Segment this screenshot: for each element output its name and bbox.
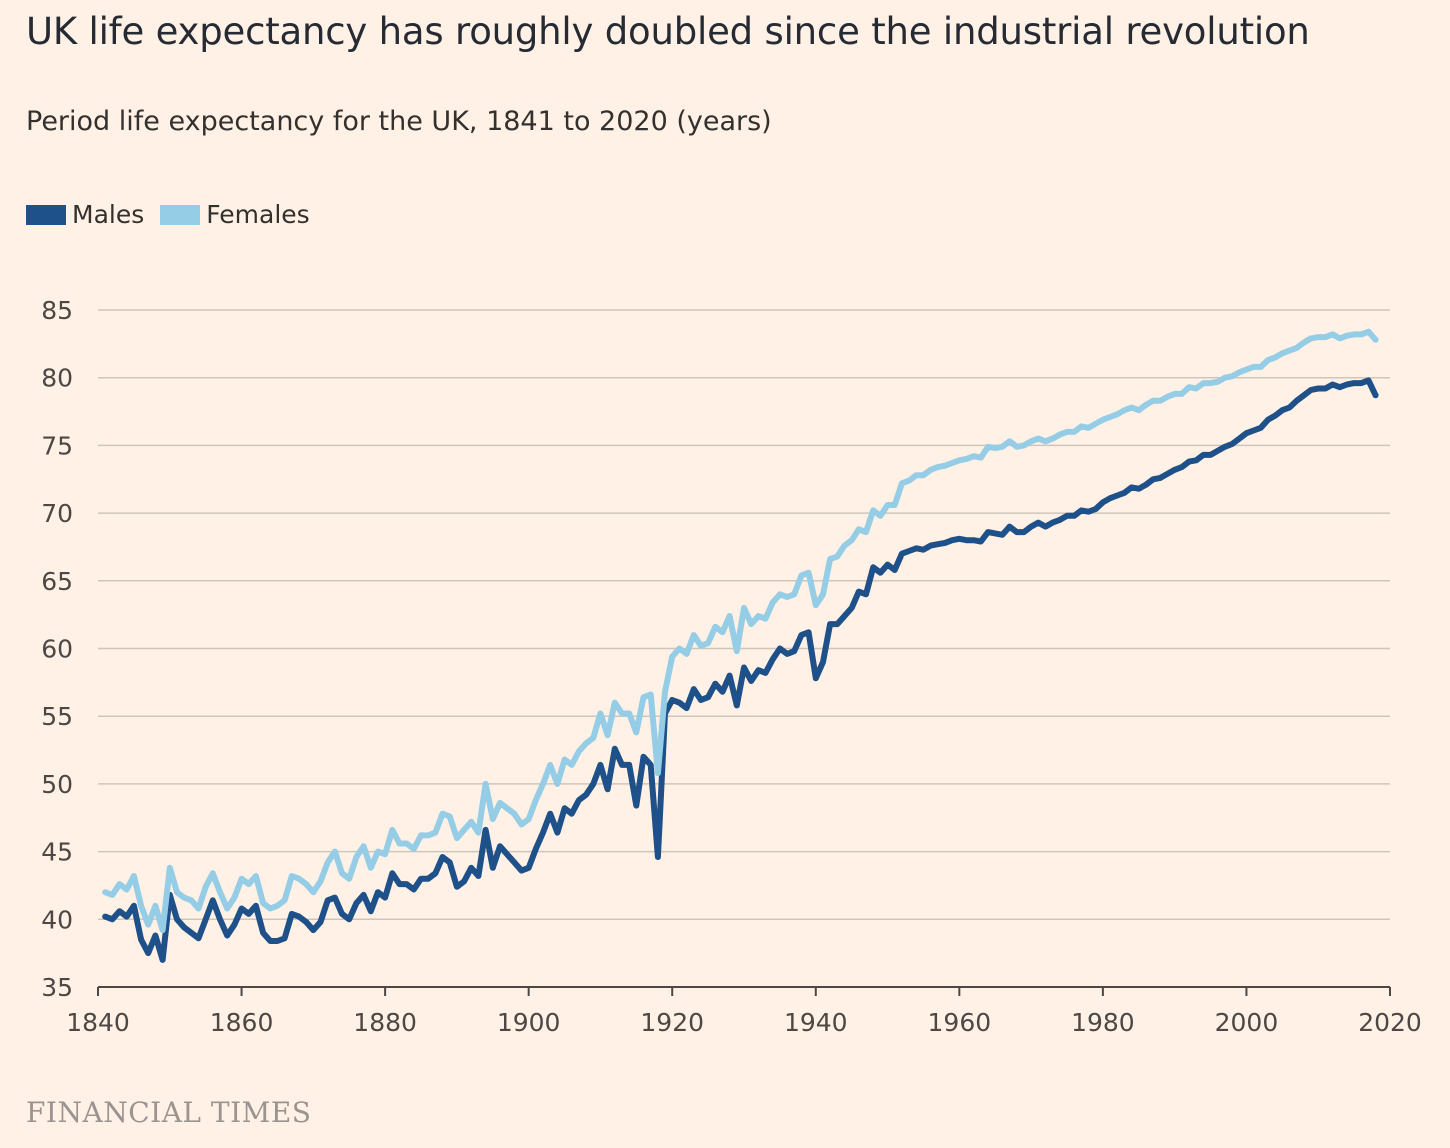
y-tick-label: 85 (41, 296, 73, 325)
y-tick-label: 65 (41, 567, 73, 596)
x-tick-label: 1960 (928, 1008, 992, 1037)
y-tick-label: 70 (41, 499, 73, 528)
chart-title: UK life expectancy has roughly doubled s… (26, 10, 1310, 53)
legend-item-males: Males (26, 200, 144, 229)
series-lines (102, 328, 1379, 963)
y-tick-label: 35 (41, 973, 73, 1002)
chart-subtitle: Period life expectancy for the UK, 1841 … (26, 106, 772, 137)
series-line-females (102, 328, 1379, 934)
legend-label-males: Males (72, 200, 145, 229)
y-axis-ticks: 35 40 45 50 55 60 65 70 75 80 85 (41, 296, 73, 1002)
gridlines (98, 309, 1390, 921)
legend: Males Females (26, 200, 326, 229)
y-tick-label: 60 (41, 635, 73, 664)
legend-swatch-males (26, 204, 66, 225)
x-tick-label: 1900 (497, 1008, 561, 1037)
y-tick-label: 80 (41, 364, 73, 393)
x-tick-label: 1840 (66, 1008, 130, 1037)
x-axis: 1840 1860 1880 1900 1920 1940 1960 1980 2000 2020 (66, 986, 1422, 1037)
y-tick-label: 50 (41, 770, 73, 799)
legend-label-females: Females (206, 200, 310, 229)
x-tick-label: 1920 (640, 1008, 704, 1037)
ft-logo: FINANCIAL TIMES (26, 1096, 312, 1129)
y-tick-label: 45 (41, 838, 73, 867)
x-tick-label: 1860 (210, 1008, 274, 1037)
x-tick-label: 1940 (784, 1008, 848, 1037)
x-tick-label: 2000 (1215, 1008, 1279, 1037)
y-tick-label: 75 (41, 431, 73, 460)
legend-swatch-females (160, 204, 201, 225)
series-line-males (102, 377, 1379, 963)
x-tick-label: 1980 (1071, 1008, 1135, 1037)
y-tick-label: 40 (41, 905, 73, 934)
x-tick-label: 2020 (1358, 1008, 1422, 1037)
x-tick-label: 1880 (353, 1008, 417, 1037)
y-tick-label: 55 (41, 702, 73, 731)
legend-item-females: Females (160, 200, 310, 229)
